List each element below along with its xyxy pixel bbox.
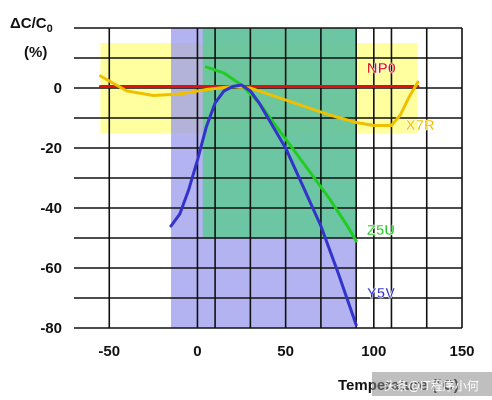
- watermark: 头条@IT程序小何: [384, 378, 479, 393]
- series-line-z5u: [204, 65, 358, 243]
- series-label-z5u: Z5U: [367, 222, 395, 239]
- y-axis-title-subscript: 0: [47, 23, 53, 35]
- y-tick-label: 0: [54, 80, 62, 97]
- series-label-y5v: Y5V: [367, 285, 395, 302]
- y-tick-label: -80: [40, 320, 62, 337]
- series-label-x7r: X7R: [406, 117, 435, 134]
- series-label-np0: NP0: [367, 60, 396, 77]
- y-tick-label: -20: [40, 140, 62, 157]
- x-tick-label: 50: [277, 343, 294, 360]
- x-tick-label: -50: [98, 343, 120, 360]
- y-axis-title-main: ΔC/C: [10, 15, 47, 32]
- x-tick-label: 150: [449, 343, 474, 360]
- tick-labels: -50 0 50 100 150 0 -20 -40 -60 -80: [40, 80, 474, 360]
- series-lines: [99, 65, 420, 327]
- y-tick-label: -60: [40, 260, 62, 277]
- x-tick-label: 0: [193, 343, 201, 360]
- y-axis-title: ΔC/C0: [10, 15, 53, 35]
- series-labels: NP0 X7R Z5U Y5V: [366, 60, 435, 303]
- series-line-y5v: [169, 83, 358, 327]
- y-axis-unit: (%): [24, 44, 47, 61]
- x-tick-label: 100: [361, 343, 386, 360]
- series-line-x7r: [99, 74, 420, 127]
- watermark-background: [372, 372, 492, 396]
- y-tick-label: -40: [40, 200, 62, 217]
